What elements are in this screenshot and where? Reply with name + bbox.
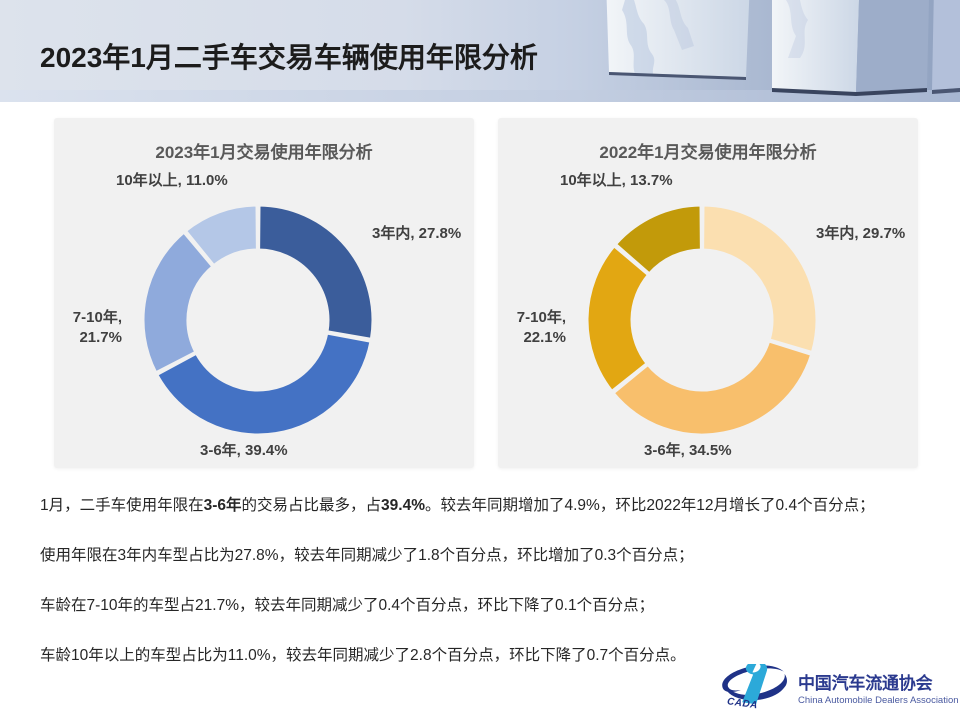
svg-text:中国汽车流通协会: 中国汽车流通协会 — [798, 673, 933, 693]
svg-text:China Automobile Dealers Assoc: China Automobile Dealers Association — [798, 695, 959, 706]
